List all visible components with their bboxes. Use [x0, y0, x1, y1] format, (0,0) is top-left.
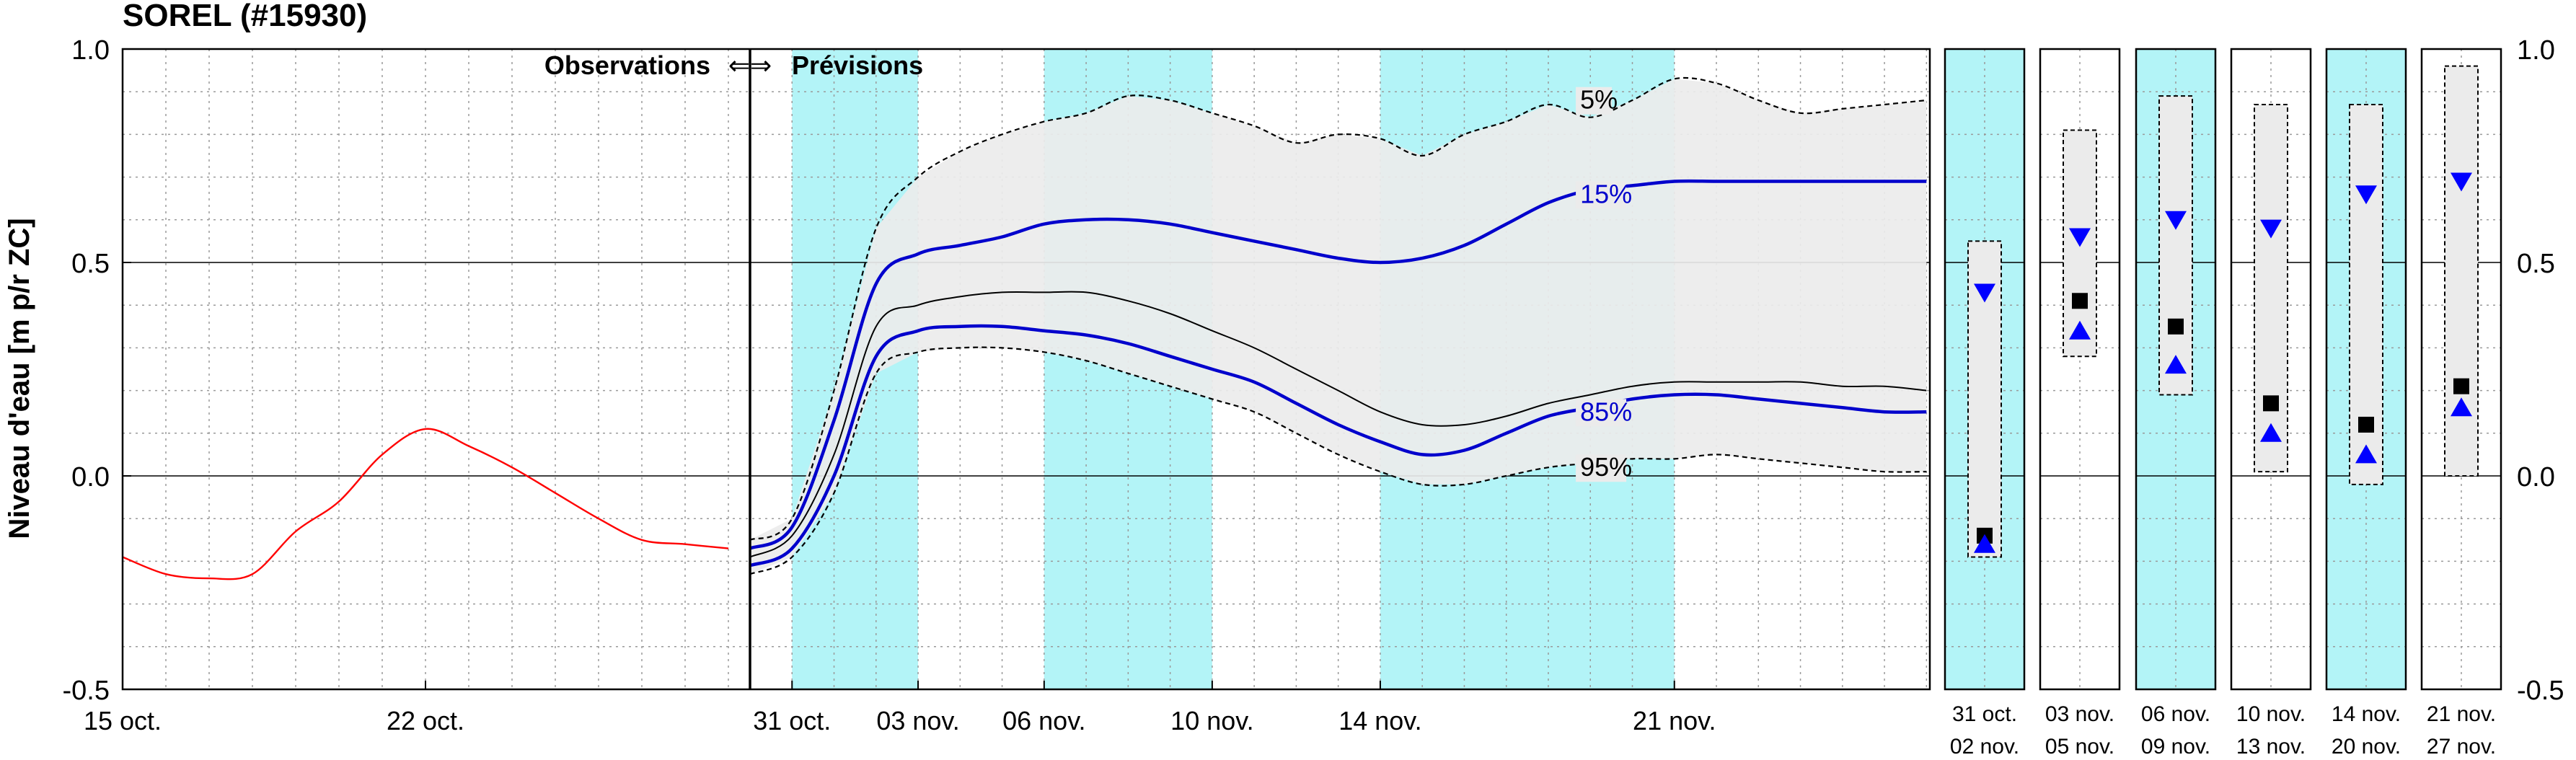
series-label-bg	[1576, 454, 1627, 482]
period-start-label: 14 nov.	[2332, 702, 2401, 726]
period-start-label: 10 nov.	[2236, 702, 2306, 726]
period-range-box	[2063, 129, 2097, 358]
period-panel-2: 06 nov. 09 nov.	[2135, 48, 2217, 759]
y-tick-label: -0.5	[63, 676, 110, 706]
y-tick-label: 0.5	[71, 249, 110, 279]
observation-line	[122, 428, 729, 580]
y-tick-label: 0.0	[71, 462, 110, 492]
period-end-label: 20 nov.	[2332, 735, 2401, 759]
main-frame	[121, 48, 1931, 691]
period-panel-1: 03 nov. 05 nov.	[2039, 48, 2121, 759]
right-y-tick-label: -0.5	[2517, 676, 2564, 706]
period-low-marker	[1974, 534, 1995, 553]
previsions-label: Prévisions	[792, 50, 923, 80]
period-median-marker	[2168, 318, 2184, 335]
period-low-marker	[2260, 423, 2282, 442]
period-panel-0: 31 oct. 02 nov.	[1944, 48, 2026, 759]
x-tick-label: 06 nov.	[1002, 706, 1085, 735]
chart-panels: 5%15%85%95%1.00.50.0-0.515 oct. 22 oct. 31…	[63, 35, 2564, 759]
period-median-marker	[2072, 293, 2088, 309]
series-label-bg	[1576, 181, 1627, 209]
period-median-marker	[2358, 416, 2374, 433]
x-tick-label: 21 nov.	[1633, 706, 1716, 735]
period-median-marker	[2453, 378, 2469, 394]
series-95pct-line	[749, 346, 1927, 575]
panel-frame	[2135, 48, 2217, 691]
series-85pct-line	[749, 324, 1927, 567]
period-range-box	[2254, 103, 2288, 473]
x-tick-label: 31 oct.	[753, 706, 831, 735]
y-tick-label: 1.0	[71, 35, 110, 66]
period-start-label: 03 nov.	[2045, 702, 2114, 726]
period-start-label: 21 nov.	[2427, 702, 2496, 726]
x-tick-label: 03 nov.	[876, 706, 959, 735]
series-label-95pct: 95%	[1580, 452, 1632, 482]
obs-forecast-arrow: ⇐⇒	[728, 50, 772, 80]
period-median-marker	[2263, 395, 2279, 412]
series-label-5pct: 5%	[1580, 85, 1618, 115]
right-y-tick-label: 0.5	[2517, 249, 2555, 279]
period-high-marker	[2069, 228, 2091, 247]
chart-title: SOREL (#15930)	[123, 0, 367, 33]
period-range-box	[2158, 95, 2193, 396]
period-low-marker	[2165, 355, 2187, 374]
period-panel-4: 14 nov. 20 nov.	[2325, 48, 2407, 759]
percentile-band	[750, 79, 1927, 575]
x-tick-label: 15 oct.	[84, 706, 162, 735]
right-y-tick-label: 1.0	[2517, 35, 2555, 66]
panel-frame	[2230, 48, 2312, 691]
period-end-label: 13 nov.	[2236, 735, 2306, 759]
period-start-label: 06 nov.	[2141, 702, 2210, 726]
panel-frame	[1944, 48, 2026, 691]
series-median-line	[749, 291, 1927, 558]
period-high-marker	[2260, 219, 2282, 239]
period-high-marker	[1974, 283, 1995, 303]
y-axis-label: Niveau d'eau [m p/r ZC]	[4, 218, 35, 539]
right-y-tick-label: 0.0	[2517, 462, 2555, 492]
period-end-label: 02 nov.	[1950, 735, 2019, 759]
observations-label: Observations	[544, 50, 710, 80]
x-tick-label: 10 nov.	[1170, 706, 1253, 735]
period-low-marker	[2451, 397, 2472, 417]
period-low-marker	[2069, 320, 2091, 340]
x-tick-label: 14 nov.	[1338, 706, 1421, 735]
x-tick-label: 22 oct.	[387, 706, 464, 735]
period-end-label: 27 nov.	[2427, 735, 2496, 759]
period-panel-5: 21 nov. 27 nov.	[2420, 48, 2502, 759]
period-range-box	[2349, 103, 2383, 485]
panel-frame	[2420, 48, 2502, 691]
panel-frame	[2325, 48, 2407, 691]
period-low-marker	[2355, 444, 2377, 464]
period-high-marker	[2451, 172, 2472, 192]
series-label-85pct: 85%	[1580, 397, 1632, 426]
period-high-marker	[2355, 185, 2377, 205]
period-end-label: 05 nov.	[2045, 735, 2114, 759]
period-panel-3: 10 nov. 13 nov.	[2230, 48, 2312, 759]
period-end-label: 09 nov.	[2141, 735, 2210, 759]
series-label-bg	[1576, 87, 1613, 115]
series-15pct-line	[749, 179, 1927, 550]
series-label-bg	[1576, 399, 1627, 427]
period-start-label: 31 oct.	[1952, 702, 2017, 726]
period-high-marker	[2165, 211, 2187, 230]
panel-frame	[2039, 48, 2121, 691]
series-label-15pct: 15%	[1580, 179, 1632, 208]
